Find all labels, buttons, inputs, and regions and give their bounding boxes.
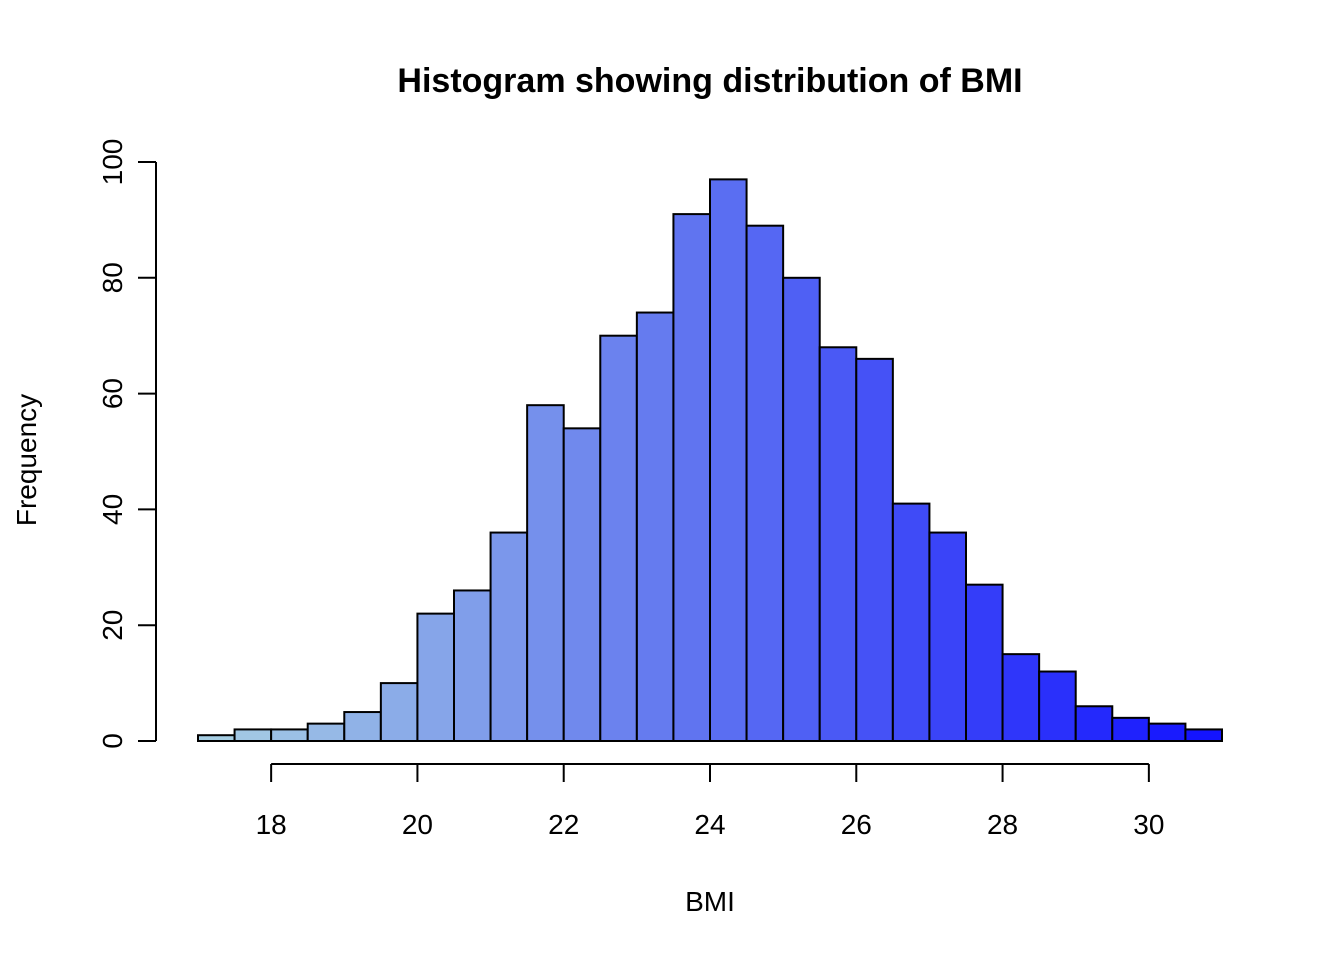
histogram-bar-7: [453, 589, 492, 743]
histogram-bar-20: [928, 531, 968, 742]
histogram-bar-23: [1038, 670, 1077, 743]
histogram-bar-10: [562, 427, 602, 742]
histogram-bar-21: [965, 583, 1004, 742]
histogram-bar-15: [745, 224, 785, 742]
x-tick-label-20: 20: [402, 809, 433, 840]
histogram-bar-19: [891, 502, 931, 742]
histogram-bar-12: [635, 311, 675, 742]
y-tick-label-100: 100: [97, 139, 128, 186]
histogram-bar-8: [489, 531, 529, 742]
histogram-bar-25: [1111, 716, 1150, 743]
histogram-bar-24: [1074, 705, 1114, 743]
histogram-bar-18: [855, 357, 894, 742]
histogram-bar-9: [526, 404, 565, 742]
histogram-bar-3: [306, 722, 346, 743]
x-tick-label-22: 22: [548, 809, 579, 840]
x-tick-label-26: 26: [841, 809, 872, 840]
y-tick-label-0: 0: [97, 733, 128, 749]
x-tick-label-24: 24: [694, 809, 725, 840]
histogram-bar-2: [270, 728, 309, 742]
histogram-bar-0: [197, 734, 236, 743]
bars-group: [197, 178, 1224, 743]
y-axis-label: Frequency: [11, 394, 42, 526]
y-tick-label-40: 40: [97, 494, 128, 525]
histogram-bar-22: [1001, 653, 1041, 743]
histogram-bar-26: [1147, 722, 1187, 743]
x-tick-label-28: 28: [987, 809, 1018, 840]
x-axis-label: BMI: [685, 886, 735, 917]
histogram-bar-11: [599, 334, 638, 742]
y-axis: 0 20 40 60 80 100: [97, 139, 157, 749]
y-tick-label-80: 80: [97, 262, 128, 293]
histogram-bar-14: [709, 178, 748, 742]
x-axis: 18 20 22 24 26 28 30: [256, 763, 1164, 840]
histogram-bar-6: [416, 612, 455, 742]
histogram-bar-27: [1184, 728, 1224, 742]
y-tick-label-60: 60: [97, 378, 128, 409]
y-tick-label-20: 20: [97, 610, 128, 641]
histogram-bar-4: [343, 711, 382, 742]
chart-title: Histogram showing distribution of BMI: [397, 62, 1022, 100]
histogram-bar-16: [782, 276, 821, 742]
histogram-bar-13: [672, 213, 712, 743]
x-tick-label-30: 30: [1133, 809, 1164, 840]
histogram-bar-5: [379, 682, 419, 742]
x-tick-label-18: 18: [256, 809, 287, 840]
histogram-bar-17: [818, 346, 858, 742]
histogram-bar-1: [233, 728, 273, 742]
